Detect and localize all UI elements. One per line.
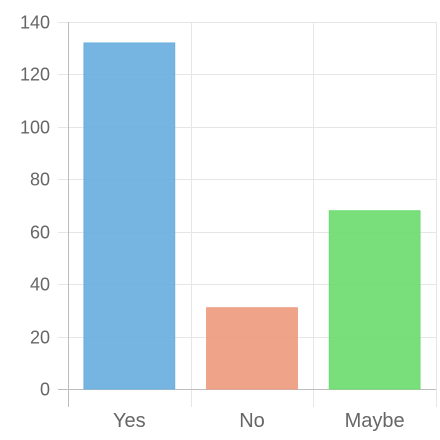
y-tick-label: 80 bbox=[30, 170, 50, 190]
y-tick-label: 60 bbox=[30, 223, 50, 243]
y-tick-label: 120 bbox=[20, 65, 50, 85]
bar-no[interactable] bbox=[206, 307, 298, 390]
label-layer: 0 20 40 60 80 100 120 140 Yes No Maybe bbox=[20, 13, 405, 433]
x-tick-label: No bbox=[239, 410, 265, 432]
bar-maybe[interactable] bbox=[328, 210, 421, 390]
y-tick-label: 0 bbox=[40, 380, 50, 400]
y-tick-label: 100 bbox=[20, 118, 50, 138]
x-tick-label: Maybe bbox=[345, 410, 405, 432]
bar-layer bbox=[83, 42, 421, 390]
y-tick-label: 140 bbox=[20, 13, 50, 33]
y-tick-label: 20 bbox=[30, 328, 50, 348]
y-tick-label: 40 bbox=[30, 275, 50, 295]
bar-yes[interactable] bbox=[83, 42, 176, 390]
x-tick-label: Yes bbox=[113, 410, 146, 432]
